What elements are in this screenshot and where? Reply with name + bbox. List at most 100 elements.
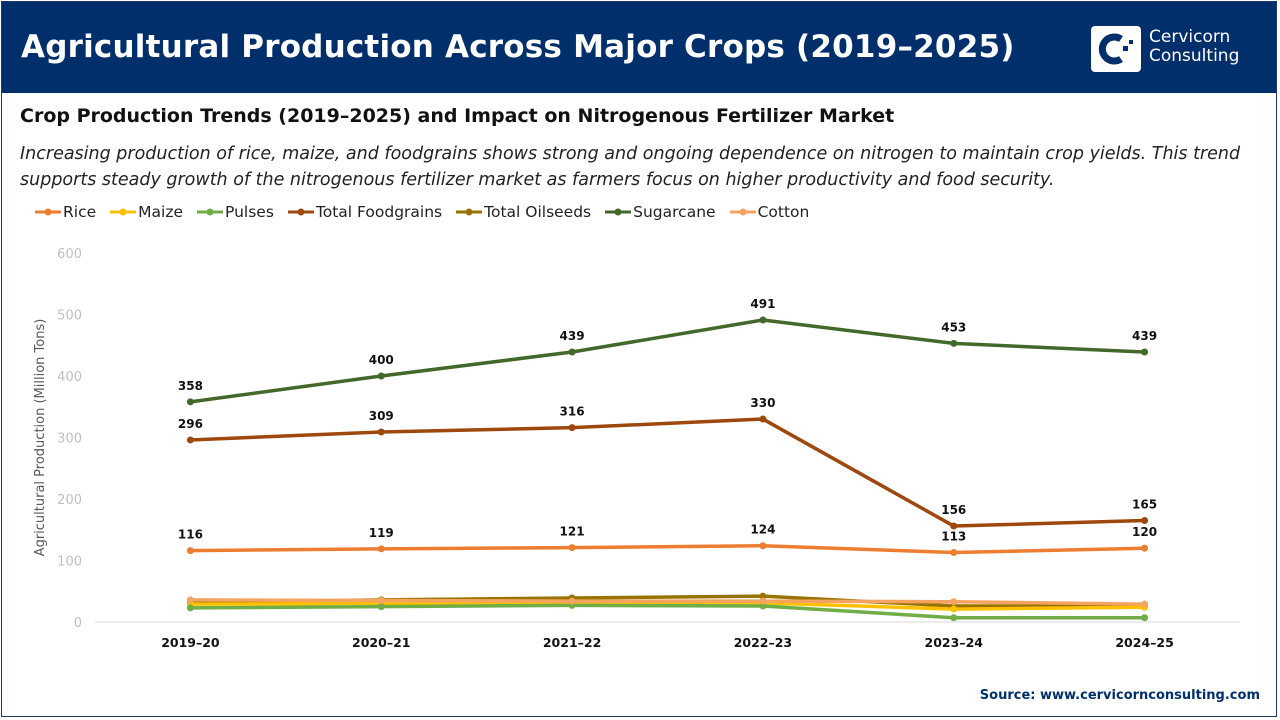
- x-tick-label: 2020–21: [352, 635, 410, 650]
- y-tick-label: 300: [57, 432, 82, 447]
- page-title: Agricultural Production Across Major Cro…: [21, 29, 1015, 65]
- data-point: [1141, 348, 1149, 356]
- data-point: [568, 597, 576, 605]
- y-tick-label: 0: [74, 616, 82, 631]
- y-axis-label: Agricultural Production (Million Tons): [33, 319, 48, 557]
- data-label: 116: [178, 528, 203, 542]
- legend-label: Pulses: [225, 203, 274, 221]
- legend-marker-icon: [110, 208, 137, 216]
- data-label: 165: [1132, 498, 1157, 512]
- data-label: 309: [369, 409, 394, 423]
- data-point: [377, 372, 385, 380]
- y-tick-label: 600: [57, 247, 82, 262]
- data-point: [568, 544, 576, 552]
- data-point: [950, 522, 958, 530]
- data-label: 156: [941, 503, 966, 517]
- x-tick-label: 2023–24: [925, 635, 984, 650]
- series-line-sugarcane: [190, 318, 1145, 404]
- data-label: 330: [750, 396, 775, 410]
- data-point: [186, 547, 194, 555]
- legend: Rice Maize Pulses Total Foodgrains Total Oil…: [35, 203, 809, 221]
- legend-marker-icon: [35, 208, 61, 216]
- legend-marker-icon: [456, 208, 483, 216]
- legend-label: Rice: [63, 203, 97, 221]
- data-label: 400: [369, 353, 394, 367]
- chart-subtitle: Crop Production Trends (2019–2025) and I…: [20, 105, 895, 127]
- data-label: 120: [1132, 525, 1157, 539]
- data-label: 358: [178, 379, 203, 393]
- data-label: 453: [941, 320, 966, 334]
- data-point: [568, 348, 576, 356]
- legend-item: Total Foodgrains: [287, 203, 443, 221]
- series-line-maize: [190, 601, 1145, 611]
- data-point: [377, 428, 385, 436]
- series-line-cotton: [190, 598, 1145, 606]
- data-label: 121: [560, 525, 585, 539]
- y-tick-label: 500: [57, 309, 82, 324]
- data-point: [759, 602, 767, 610]
- data-point: [186, 604, 194, 612]
- header-banner: Agricultural Production Across Major Cro…: [1, 1, 1277, 93]
- data-point: [1141, 600, 1149, 608]
- data-point: [1141, 517, 1149, 525]
- data-point: [759, 592, 767, 600]
- data-label: 113: [941, 530, 966, 544]
- legend-label: Total Foodgrains: [315, 203, 443, 221]
- data-label: 296: [178, 417, 203, 431]
- legend-marker-icon: [287, 208, 314, 216]
- y-tick-label: 200: [57, 493, 82, 508]
- data-point: [759, 542, 767, 550]
- data-label: 119: [369, 526, 394, 540]
- data-point: [950, 614, 958, 622]
- legend-item: Rice: [35, 203, 96, 221]
- series-line-total-foodgrains: [190, 417, 1145, 528]
- x-tick-label: 2019–20: [161, 635, 220, 650]
- data-point: [377, 603, 385, 611]
- data-point: [186, 398, 194, 406]
- data-point: [950, 339, 958, 347]
- data-point: [377, 596, 385, 604]
- legend-label: Total Oilseeds: [484, 203, 592, 221]
- legend-item: Maize: [110, 203, 183, 221]
- x-tick-label: 2022–23: [734, 635, 792, 650]
- data-point: [568, 424, 576, 432]
- data-point: [759, 316, 767, 324]
- data-label: 316: [560, 405, 585, 419]
- legend-marker-icon: [729, 208, 756, 216]
- legend-item: Cotton: [729, 203, 810, 221]
- x-tick-label: 2021–22: [543, 635, 601, 650]
- series-line-pulses: [190, 603, 1145, 620]
- data-point: [186, 436, 194, 444]
- cervicorn-logo-icon: [1091, 26, 1141, 72]
- legend-label: Sugarcane: [633, 203, 716, 221]
- y-tick-label: 400: [57, 370, 82, 385]
- data-point: [950, 549, 958, 557]
- legend-label: Cotton: [757, 203, 810, 221]
- data-point: [1141, 614, 1149, 622]
- logo-text: Cervicorn Consulting: [1149, 27, 1240, 66]
- data-point: [759, 415, 767, 423]
- series-line-rice: [190, 543, 1145, 555]
- data-point: [950, 598, 958, 606]
- data-point: [759, 597, 767, 605]
- legend-label: Maize: [138, 203, 183, 221]
- legend-item: Total Oilseeds: [456, 203, 591, 221]
- data-point: [186, 596, 194, 604]
- data-label: 439: [1132, 329, 1157, 343]
- y-tick-label: 100: [57, 555, 82, 570]
- source-note: Source: www.cervicornconsulting.com: [979, 688, 1260, 703]
- legend-marker-icon: [605, 208, 632, 216]
- data-point: [950, 605, 958, 613]
- data-point: [377, 545, 385, 553]
- data-label: 439: [560, 329, 585, 343]
- x-tick-label: 2024–25: [1115, 635, 1173, 650]
- data-label: 124: [750, 523, 775, 537]
- legend-item: Sugarcane: [605, 203, 716, 221]
- data-point: [1141, 544, 1149, 552]
- legend-marker-icon: [197, 208, 223, 216]
- legend-item: Pulses: [197, 203, 274, 221]
- chart-description: Increasing production of rice, maize, an…: [20, 144, 1241, 190]
- data-label: 491: [750, 297, 775, 311]
